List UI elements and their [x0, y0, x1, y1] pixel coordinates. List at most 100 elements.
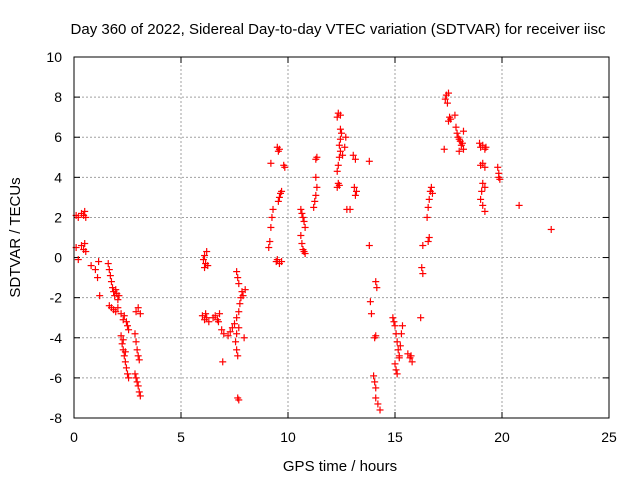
data-point [214, 318, 222, 326]
data-point [82, 248, 90, 256]
y-tick-label: 0 [54, 250, 62, 266]
data-point [370, 372, 378, 380]
y-tick-label: 8 [54, 89, 62, 105]
data-point [234, 352, 242, 360]
data-point [494, 163, 502, 171]
data-point [547, 225, 555, 233]
data-point [235, 324, 243, 332]
data-point [136, 310, 144, 318]
data-point [125, 374, 133, 382]
data-point [372, 332, 380, 340]
data-point [233, 330, 241, 338]
data-point [269, 205, 277, 213]
data-point [94, 274, 102, 282]
data-point [135, 356, 143, 364]
data-point [118, 340, 126, 348]
y-tick-label: -2 [50, 290, 63, 306]
data-point [299, 213, 307, 221]
data-point [453, 129, 461, 137]
data-point [82, 213, 90, 221]
data-point [134, 352, 142, 360]
grid-lines [74, 57, 609, 418]
data-point [342, 133, 350, 141]
data-point [74, 256, 82, 264]
y-tick-label: 6 [54, 129, 62, 145]
data-point [132, 374, 140, 382]
data-point [278, 187, 286, 195]
data-point [376, 406, 384, 414]
data-point [131, 370, 139, 378]
data-point [336, 135, 344, 143]
data-point [389, 314, 397, 322]
data-point [226, 328, 234, 336]
data-point [124, 322, 131, 330]
data-point [424, 203, 432, 211]
data-point [481, 163, 489, 171]
data-point [135, 388, 143, 396]
data-point [418, 264, 426, 272]
data-point [220, 330, 228, 338]
data-point [481, 207, 489, 215]
data-point [274, 197, 282, 205]
data-point [424, 238, 432, 246]
data-point [372, 278, 380, 286]
data-point [134, 304, 142, 312]
data-point [267, 159, 275, 167]
data-point [275, 193, 283, 201]
y-tick-label: -6 [50, 370, 63, 386]
data-point [312, 191, 320, 199]
data-point [408, 358, 416, 366]
data-point [397, 330, 405, 338]
data-point [106, 272, 114, 280]
plot-frame [73, 56, 610, 419]
data-point [336, 111, 344, 119]
data-point [352, 187, 360, 195]
data-point [371, 378, 379, 386]
data-point [136, 392, 144, 400]
data-point [334, 161, 342, 169]
data-point [297, 205, 305, 213]
data-point [311, 197, 319, 205]
data-point [273, 256, 281, 264]
data-point [339, 151, 347, 159]
data-point [350, 183, 358, 191]
data-point [235, 280, 243, 288]
data-point [112, 286, 120, 294]
x-axis-label: GPS time / hours [283, 458, 397, 475]
data-point [81, 207, 89, 215]
data-point [310, 203, 318, 211]
data-point [333, 167, 341, 175]
data-point [224, 332, 232, 340]
data-point [278, 258, 286, 266]
data-point [241, 286, 249, 294]
data-point [391, 322, 399, 330]
data-point [396, 342, 404, 350]
data-point [455, 147, 463, 155]
data-point [445, 89, 452, 97]
data-point [265, 244, 273, 252]
data-point [122, 364, 130, 372]
data-point [117, 332, 125, 340]
data-point [477, 195, 485, 203]
data-point [202, 310, 210, 318]
data-point [266, 238, 274, 246]
y-axis-label: SDTVAR / TECUs [7, 177, 24, 297]
data-point [298, 240, 306, 248]
chart-title: Day 360 of 2022, Sidereal Day-to-day VTE… [71, 21, 606, 38]
data-point [240, 334, 248, 342]
data-point [297, 231, 305, 239]
data-point [394, 346, 402, 354]
data-point [233, 268, 241, 276]
data-point [479, 159, 487, 167]
data-point [267, 223, 275, 231]
data-point [481, 183, 489, 191]
data-point [120, 352, 128, 360]
data-point [96, 292, 104, 300]
data-point [351, 191, 359, 199]
data-point [236, 300, 244, 308]
data-point [395, 352, 403, 360]
data-point [235, 396, 243, 404]
data-point [393, 338, 401, 346]
data-point [351, 155, 359, 163]
